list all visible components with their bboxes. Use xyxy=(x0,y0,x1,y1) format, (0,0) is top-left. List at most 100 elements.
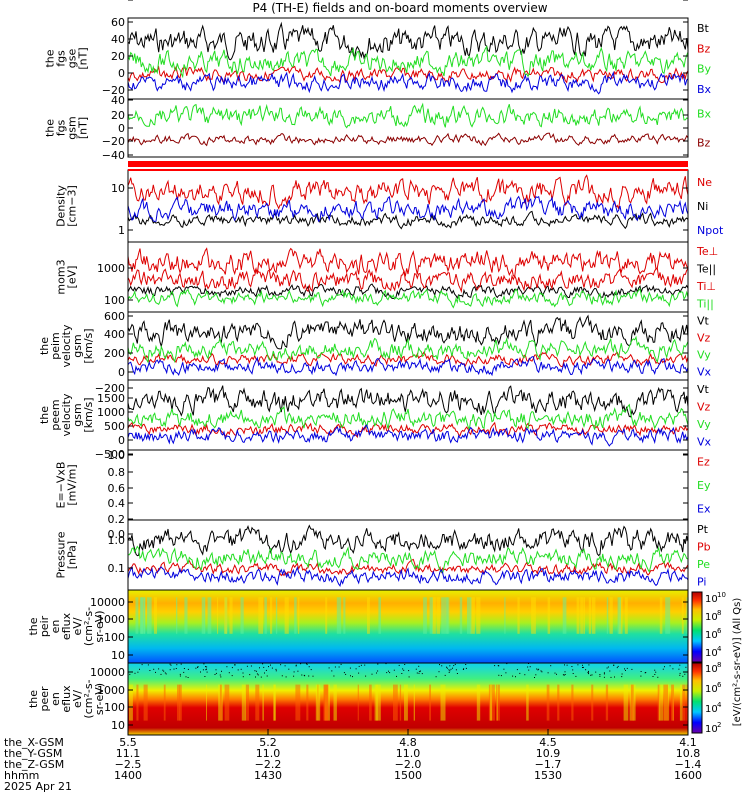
fill-dot xyxy=(266,675,268,677)
fill-dot xyxy=(421,673,423,675)
legend-ey: Ey xyxy=(697,479,711,492)
ylabel-line: the xyxy=(27,617,40,635)
ytick-label: 1 xyxy=(118,224,125,237)
fill-dot xyxy=(153,668,155,670)
fill-dot xyxy=(147,664,149,666)
legend-npot: Npot xyxy=(697,224,724,237)
spectrogram-streak xyxy=(369,684,372,721)
legend-vy: Vy xyxy=(697,349,711,362)
spectrogram-streak xyxy=(429,684,431,721)
legend-pb: Pb xyxy=(697,540,711,553)
spectrogram-streak xyxy=(129,684,133,721)
colorbar-tick: 10 xyxy=(705,724,718,735)
fill-dot xyxy=(204,676,206,677)
series-ti-line xyxy=(127,267,689,294)
fill-dot xyxy=(465,667,467,669)
panel-4: mom3[eV] 1000 100 Te⊥ Te|| Ti⊥ Ti|| xyxy=(55,241,718,313)
colorbar-tick: 10 xyxy=(705,648,718,659)
spectrogram-streak xyxy=(580,597,584,634)
ylabel-line: sr-eV) xyxy=(93,683,106,715)
series-vy-line xyxy=(127,335,689,364)
spectrogram-streak xyxy=(576,597,580,634)
fill-dot xyxy=(275,668,277,670)
ytick-label: 1500 xyxy=(97,392,125,405)
colorbar-exp: 4 xyxy=(717,701,722,709)
xtick-label: −2.2 xyxy=(255,758,282,771)
spectrogram-streak xyxy=(255,684,260,721)
spectrogram-streak xyxy=(588,597,592,634)
fill-dot xyxy=(301,674,303,676)
legend-pe: Pe xyxy=(697,558,710,571)
fill-dot xyxy=(179,673,181,675)
fill-dot xyxy=(195,667,197,669)
spectrogram-streak xyxy=(176,597,178,634)
fill-dot xyxy=(564,671,566,673)
fill-dot xyxy=(164,672,166,674)
spectrogram-streak xyxy=(201,597,205,634)
fill-dot xyxy=(214,674,216,675)
ytick-label: 10 xyxy=(111,719,125,732)
fill-dot xyxy=(563,674,565,676)
ylabel-line: Pressure xyxy=(55,531,68,578)
legend-vt: Vt xyxy=(697,315,710,328)
fill-dot xyxy=(603,673,605,675)
panel-3: Density[cm−3] 10 1 Ne Ni Npot xyxy=(55,169,724,243)
ytick-label: 1.0 xyxy=(108,449,126,462)
fill-dot xyxy=(205,666,206,668)
fill-dot xyxy=(158,668,160,670)
fill-dot xyxy=(582,667,583,668)
spectrogram-streak xyxy=(671,684,674,721)
fill-dot xyxy=(449,670,451,672)
fill-dot xyxy=(175,668,177,669)
fill-dot xyxy=(652,676,654,677)
panel-8: Pressure[nPa] 1.0 0.1 Pt Pb Pe Pi xyxy=(55,519,711,591)
xtick-label: −2.5 xyxy=(115,758,142,771)
fill-dot xyxy=(163,670,165,672)
spectrogram-streak xyxy=(441,597,445,634)
fill-dot xyxy=(165,673,167,675)
legend-bx: Bx xyxy=(697,108,712,121)
spectrogram-streak xyxy=(343,597,346,634)
ylabel-line: the xyxy=(38,406,51,424)
series-bx-line xyxy=(127,70,689,95)
spectrogram-streak xyxy=(204,597,206,634)
spectrogram-streak xyxy=(229,597,232,634)
fill-dot xyxy=(308,666,310,668)
spectrogram-streak xyxy=(489,684,493,721)
legend-bz: Bz xyxy=(697,137,711,150)
fill-dot xyxy=(371,673,373,675)
ytick-label: 0.8 xyxy=(108,466,126,479)
panel-4-ylabel: mom3[eV] xyxy=(55,259,79,294)
fill-dot xyxy=(506,663,508,665)
fill-dot xyxy=(250,665,252,667)
ylabel-line: gsm xyxy=(71,334,84,357)
fill-dot xyxy=(614,676,615,678)
spectrogram-streak xyxy=(333,684,337,721)
xtick-label: 1500 xyxy=(394,769,422,782)
ytick-label: 40 xyxy=(111,94,125,107)
fill-dot xyxy=(206,666,208,668)
spectrogram-streak xyxy=(583,597,585,634)
ylabel-line: [km/s] xyxy=(82,328,95,363)
ylabel-line: [eV] xyxy=(66,266,79,289)
fill-dot xyxy=(562,674,564,676)
fill-dot xyxy=(295,664,297,666)
ylabel-line: [nPa] xyxy=(66,541,79,569)
xtick-label: 4.5 xyxy=(539,736,557,749)
fill-dot xyxy=(450,668,452,670)
fill-dot xyxy=(385,663,387,665)
fill-dot xyxy=(333,675,335,677)
series-by-line xyxy=(127,45,689,79)
fill-dot xyxy=(231,667,233,669)
fill-dot xyxy=(328,667,330,669)
panel-frame xyxy=(127,169,689,243)
ytick-label: 500 xyxy=(104,420,125,433)
ytick-label: 10 xyxy=(111,182,125,195)
spectrogram-streak xyxy=(143,684,148,721)
legend-pt: Pt xyxy=(697,523,709,536)
fill-dot xyxy=(242,676,244,678)
xaxis-row-label: the_Y-GSM xyxy=(4,747,62,760)
